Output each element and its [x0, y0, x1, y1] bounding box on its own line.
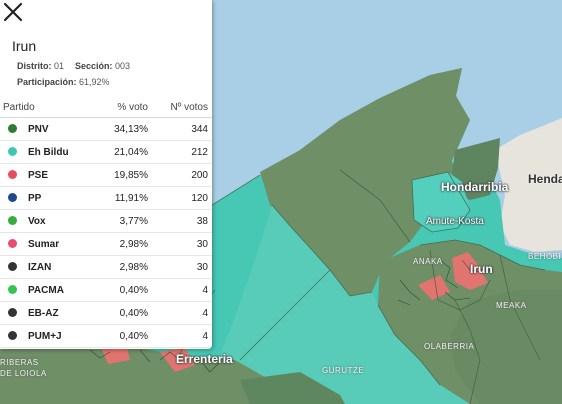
party-name: PUM+J — [28, 330, 62, 342]
vote-percent: 3,77% — [84, 209, 148, 233]
party-name: PSE — [28, 169, 49, 181]
party-name: PACMA — [28, 284, 64, 296]
vote-count: 200 — [148, 163, 212, 187]
party-name: Sumar — [28, 238, 60, 250]
party-color-dot — [8, 215, 17, 225]
label-anaka: ANAKA — [413, 257, 443, 266]
party-color-dot — [8, 330, 17, 340]
party-color-dot — [8, 146, 17, 156]
party-cell: PUM+J — [0, 324, 84, 348]
party-cell: Vox — [0, 209, 84, 233]
panel-title: Irun — [12, 38, 37, 54]
vote-count: 4 — [148, 278, 212, 302]
vote-percent: 11,91% — [84, 186, 148, 210]
region-pse-irun-2[interactable] — [418, 275, 450, 300]
party-color-dot — [8, 169, 17, 179]
region-pse-irun[interactable] — [452, 252, 488, 290]
party-cell: Eh Bildu — [0, 140, 84, 164]
party-cell: Sumar — [0, 232, 84, 256]
table-row: Vox 3,77% 38 — [0, 209, 212, 233]
table-row: IZAN 2,98% 30 — [0, 255, 212, 279]
vote-percent: 0,40% — [84, 278, 148, 302]
vote-count: 4 — [148, 324, 212, 348]
party-color-dot — [8, 238, 17, 248]
party-cell: PSE — [0, 163, 84, 187]
header-votes: Nº votos — [148, 97, 212, 118]
table-row: Eh Bildu 21,04% 212 — [0, 140, 212, 164]
party-cell: EB-AZ — [0, 301, 84, 325]
label-olaberria: OLABERRIA — [424, 342, 475, 351]
table-row: PACMA 0,40% 4 — [0, 278, 212, 302]
vote-count: 30 — [148, 255, 212, 279]
distrito-value: 01 — [54, 61, 65, 71]
region-pnv-east[interactable] — [450, 290, 562, 404]
label-hendaye: Henday — [528, 172, 562, 186]
participacion-info: Participación: 61,92% — [17, 77, 110, 87]
seccion-info: Sección: 003 — [75, 61, 130, 71]
party-color-dot — [8, 123, 17, 133]
party-name: Vox — [28, 215, 46, 227]
vote-count: 4 — [148, 301, 212, 325]
party-color-dot — [8, 192, 17, 202]
party-name: IZAN — [28, 261, 52, 273]
region-pnv-north[interactable] — [260, 68, 470, 296]
table-row: PSE 19,85% 200 — [0, 163, 212, 187]
vote-percent: 34,13% — [84, 117, 148, 141]
region-pse-errenteria[interactable] — [160, 348, 195, 372]
party-name: Eh Bildu — [28, 146, 69, 158]
party-color-dot — [8, 307, 17, 317]
label-de-loiola: DE LOIOLA — [0, 369, 47, 378]
label-behobia: BEHOBI — [528, 252, 562, 261]
table-row: EB-AZ 0,40% 4 — [0, 301, 212, 325]
label-meaka: MEAKA — [496, 301, 527, 310]
distrito-label: Distrito: — [17, 61, 52, 71]
party-name: EB-AZ — [28, 307, 59, 319]
label-riberas: RIBERAS — [0, 358, 39, 367]
party-name: PP — [28, 192, 42, 204]
distrito-info: Distrito: 01 — [17, 61, 64, 71]
vote-percent: 19,85% — [84, 163, 148, 187]
vote-percent: 0,40% — [84, 301, 148, 325]
header-party: Partido — [0, 97, 84, 118]
table-header-row: Partido % voto Nº votos — [0, 97, 212, 118]
region-bildu-hondarribia[interactable] — [412, 172, 470, 232]
vote-percent: 0,40% — [84, 324, 148, 348]
vote-percent: 21,04% — [84, 140, 148, 164]
participacion-label: Participación: — [17, 77, 77, 87]
party-cell: PACMA — [0, 278, 84, 302]
header-pct: % voto — [84, 97, 148, 118]
party-color-dot — [8, 261, 17, 271]
vote-count: 38 — [148, 209, 212, 233]
seccion-value: 003 — [115, 61, 131, 71]
party-cell: PNV — [0, 117, 84, 141]
region-bildu-center[interactable] — [200, 205, 470, 404]
label-hondarribia: Hondarribia — [441, 180, 509, 194]
region-pnv-southwest-2[interactable] — [240, 372, 345, 404]
table-row: PUM+J 0,40% 4 — [0, 324, 212, 348]
french-land — [495, 118, 562, 252]
seccion-label: Sección: — [75, 61, 113, 71]
table-row: PP 11,91% 120 — [0, 186, 212, 210]
vote-count: 120 — [148, 186, 212, 210]
results-table: Partido % voto Nº votos PNV 34,13% 344 Eh B… — [0, 97, 212, 348]
close-icon[interactable] — [3, 2, 23, 22]
vote-count: 30 — [148, 232, 212, 256]
section-info-panel: Irun Distrito: 01 Sección: 003 Participa… — [0, 0, 212, 349]
party-color-dot — [8, 284, 17, 294]
label-amute-kosta: Amute-Kosta — [426, 216, 484, 227]
label-gurutze: GURUTZE — [322, 366, 365, 375]
label-irun: Irun — [470, 262, 493, 276]
party-cell: IZAN — [0, 255, 84, 279]
vote-count: 212 — [148, 140, 212, 164]
vote-percent: 2,98% — [84, 255, 148, 279]
party-cell: PP — [0, 186, 84, 210]
table-row: Sumar 2,98% 30 — [0, 232, 212, 256]
vote-percent: 2,98% — [84, 232, 148, 256]
participacion-value: 61,92% — [79, 77, 110, 87]
table-row: PNV 34,13% 344 — [0, 117, 212, 141]
label-errenteria: Errenteria — [176, 352, 233, 366]
party-name: PNV — [28, 123, 49, 135]
vote-count: 344 — [148, 117, 212, 141]
